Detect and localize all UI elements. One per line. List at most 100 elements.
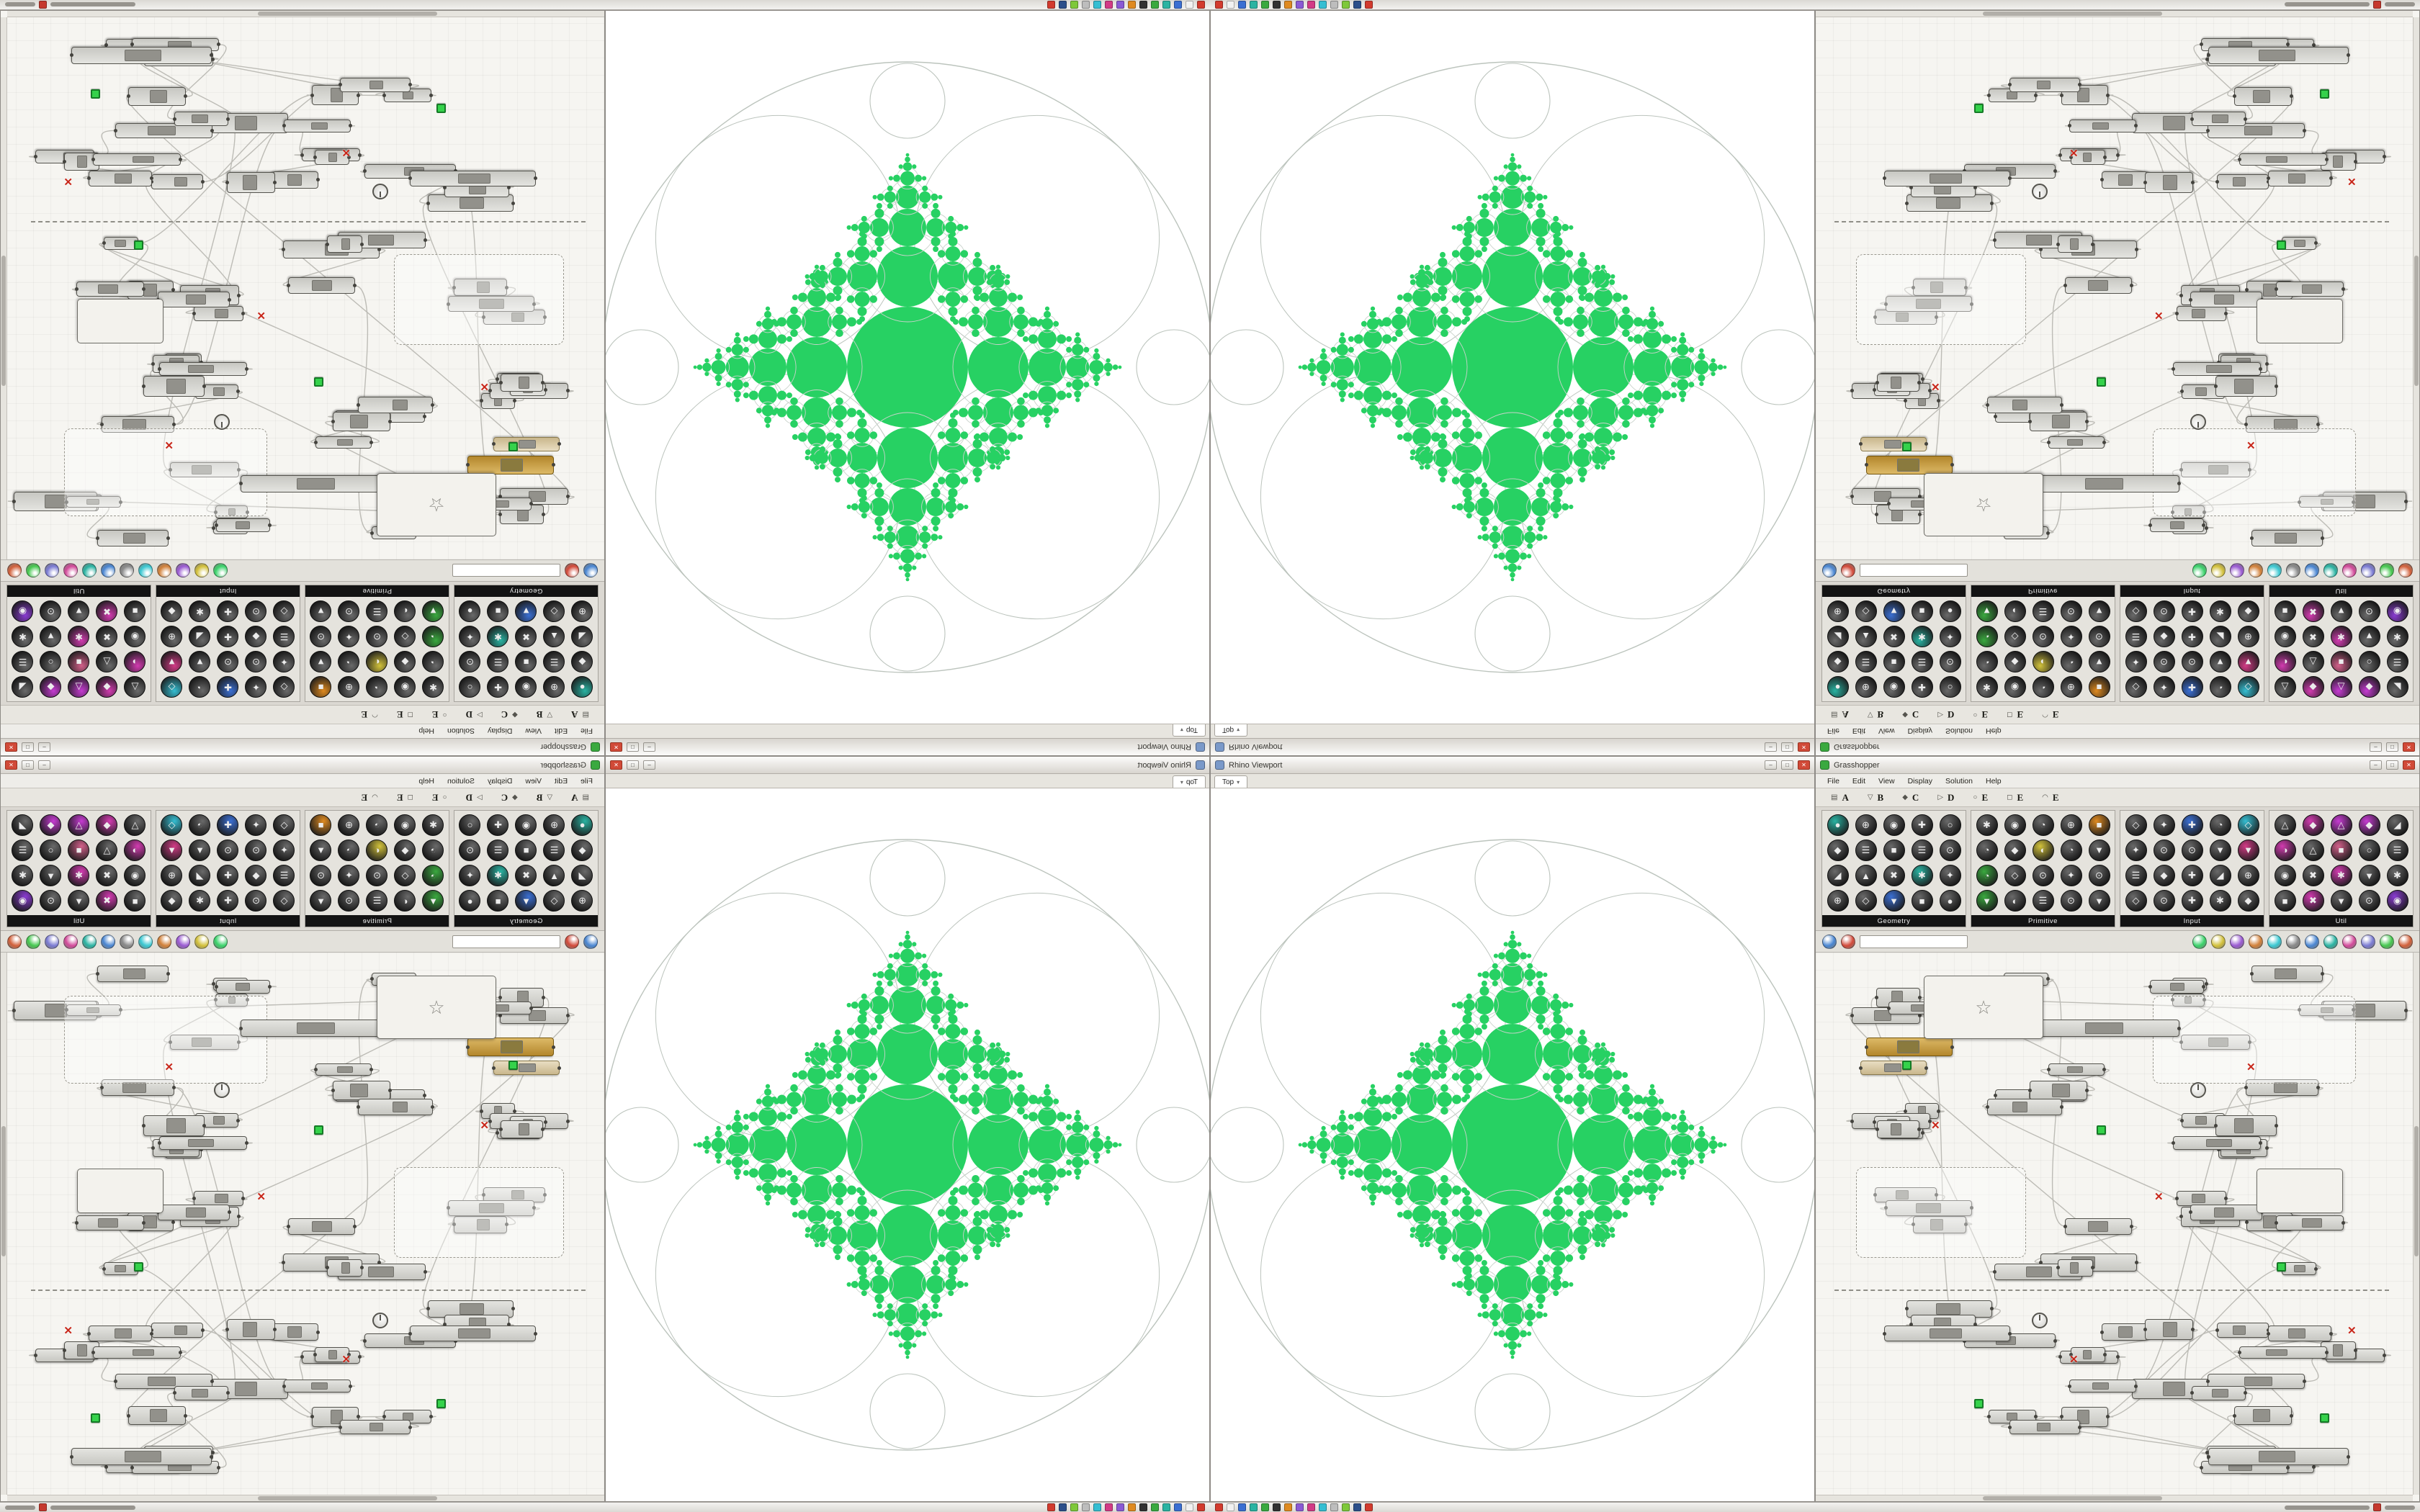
taskbar-app-icon-purple[interactable]	[1116, 1503, 1124, 1511]
rhino-canvas[interactable]	[606, 788, 1209, 1501]
component-icon[interactable]: ◔	[189, 676, 211, 698]
gh-node[interactable]	[97, 965, 169, 983]
canvas-panel[interactable]	[2257, 299, 2343, 343]
component-icon[interactable]: ◆	[245, 625, 267, 647]
component-icon[interactable]: △	[96, 839, 118, 861]
boolean-toggle[interactable]	[1902, 1061, 1912, 1070]
gh-node[interactable]	[2102, 171, 2148, 189]
component-icon[interactable]: △	[68, 676, 90, 698]
component-icon[interactable]: ◑	[124, 651, 146, 673]
component-icon[interactable]: ⊕	[543, 676, 565, 698]
grasshopper-maximize-button[interactable]: □	[22, 742, 34, 752]
component-icon[interactable]: ⊙	[366, 865, 388, 887]
menu-file[interactable]: File	[1827, 726, 1839, 736]
grasshopper-minimize-button[interactable]: –	[2370, 742, 2382, 752]
toolbar-ball-icon[interactable]	[82, 563, 97, 578]
component-icon[interactable]: ◉	[2274, 865, 2296, 887]
grasshopper-minimize-button[interactable]: –	[38, 760, 50, 770]
gh-node[interactable]	[2188, 1205, 2264, 1220]
component-icon[interactable]: ■	[68, 839, 90, 861]
component-icon[interactable]: ◇	[394, 865, 416, 887]
gh-category-tab[interactable]: ◆ C	[1893, 706, 1928, 724]
component-icon[interactable]: ◆	[2153, 625, 2175, 647]
component-icon[interactable]: ▼	[2358, 625, 2380, 647]
toolbar-ball-icon[interactable]	[1822, 563, 1837, 578]
component-icon[interactable]: ⊙	[2153, 839, 2175, 861]
component-icon[interactable]: ■	[68, 651, 90, 673]
component-icon[interactable]: ◑	[2274, 839, 2296, 861]
gh-node[interactable]	[2171, 993, 2207, 1007]
toolbar-ball-icon[interactable]	[1841, 934, 1855, 949]
toolbar-ball-icon[interactable]	[2211, 563, 2226, 578]
component-icon[interactable]: ✱	[12, 865, 34, 887]
component-icon[interactable]: ◢	[1827, 865, 1849, 887]
gh-node[interactable]	[151, 1323, 203, 1338]
toolbar-ball-icon[interactable]	[63, 934, 78, 949]
component-icon[interactable]: ☰	[2386, 651, 2408, 673]
toolbar-ball-icon[interactable]	[2286, 934, 2300, 949]
grasshopper-close-button[interactable]: ✕	[2403, 760, 2415, 770]
component-icon[interactable]: ✱	[422, 814, 444, 836]
menu-solution[interactable]: Solution	[447, 776, 475, 786]
component-icon[interactable]: ●	[459, 890, 481, 912]
gh-node[interactable]	[226, 1319, 275, 1341]
gh-node[interactable]	[76, 281, 144, 297]
component-icon[interactable]: ▼	[68, 890, 90, 912]
boolean-toggle[interactable]	[2097, 377, 2106, 387]
component-icon[interactable]: ▼	[2330, 600, 2352, 622]
component-icon[interactable]: ◔	[338, 839, 360, 861]
gh-node[interactable]	[174, 112, 229, 127]
component-icon[interactable]: ◐	[2032, 651, 2054, 673]
taskbar-app-icon-cyan[interactable]	[1319, 1503, 1327, 1511]
taskbar-app-icon-navy[interactable]	[1059, 1, 1067, 9]
rhino-minimize-button[interactable]: –	[1765, 760, 1777, 770]
component-icon[interactable]: ○	[2358, 839, 2380, 861]
taskbar-app-icon-white[interactable]	[1227, 1503, 1234, 1511]
toolbar-ball-icon[interactable]	[2230, 563, 2244, 578]
component-icon[interactable]: ☰	[273, 865, 295, 887]
component-icon[interactable]: ◆	[40, 814, 62, 836]
gh-node[interactable]	[1866, 456, 1953, 474]
component-icon[interactable]: ✖	[2302, 600, 2324, 622]
component-icon[interactable]: ◆	[1827, 651, 1849, 673]
gh-node[interactable]	[2069, 119, 2136, 133]
taskbar-app-icon-white[interactable]	[1186, 1, 1193, 9]
component-icon[interactable]: ✦	[459, 865, 481, 887]
gh-category-tab[interactable]: ◆ C	[492, 788, 527, 806]
component-icon[interactable]: △	[96, 651, 118, 673]
boolean-toggle[interactable]	[314, 377, 323, 387]
component-icon[interactable]: ✚	[217, 865, 239, 887]
component-icon[interactable]: ▲	[543, 865, 565, 887]
component-icon[interactable]: ✚	[217, 600, 239, 622]
component-icon[interactable]: △	[2274, 676, 2296, 698]
component-icon[interactable]: ✱	[189, 600, 211, 622]
component-icon[interactable]: ☰	[273, 625, 295, 647]
component-icon[interactable]: ■	[515, 839, 537, 861]
taskbar-app-icon-gray[interactable]	[1082, 1, 1090, 9]
component-icon[interactable]: ■	[1911, 890, 1933, 912]
component-icon[interactable]: ✚	[217, 890, 239, 912]
component-icon[interactable]: ◑	[124, 839, 146, 861]
component-icon[interactable]: △	[2330, 676, 2352, 698]
gh-category-tab[interactable]: ○ E	[423, 706, 457, 724]
toolbar-ball-icon[interactable]	[2342, 563, 2357, 578]
gh-node[interactable]	[2213, 1115, 2278, 1137]
gh-node[interactable]	[2100, 1323, 2150, 1341]
canvas-panel[interactable]: ☆	[377, 976, 496, 1039]
component-icon[interactable]: ◐	[2004, 890, 2026, 912]
component-icon[interactable]: ✱	[189, 890, 211, 912]
component-icon[interactable]: ✦	[245, 676, 267, 698]
component-icon[interactable]: ▼	[2209, 651, 2231, 673]
component-icon[interactable]: △	[2330, 814, 2352, 836]
gh-node[interactable]	[2143, 1319, 2195, 1341]
taskbar-app-icon-lime[interactable]	[1070, 1, 1078, 9]
toolbar-ball-icon[interactable]	[138, 934, 153, 949]
component-icon[interactable]: ◢	[571, 625, 593, 647]
component-icon[interactable]: ☰	[2032, 890, 2054, 912]
canvas-search-input[interactable]	[1860, 935, 1968, 948]
component-icon[interactable]: ◉	[12, 890, 34, 912]
component-icon[interactable]: ■	[310, 676, 332, 698]
component-icon[interactable]: ⊙	[245, 890, 267, 912]
component-icon[interactable]: ⊕	[1827, 890, 1849, 912]
component-icon[interactable]: ◐	[394, 600, 416, 622]
